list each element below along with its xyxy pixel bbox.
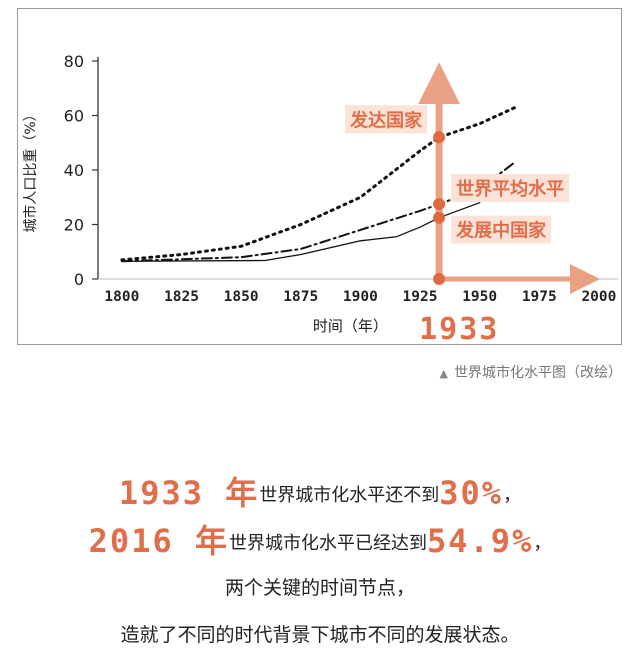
summary-line-2: 2016 年世界城市化水平已经达到54.9%，	[0, 516, 640, 562]
x-tick-label: 2000	[581, 289, 616, 305]
tag-developed: 发达国家	[349, 109, 423, 131]
y-tick-label: 0	[74, 270, 84, 289]
tag-world-average: 世界平均水平	[456, 178, 564, 200]
x-axis-title: 时间（年）	[313, 317, 388, 335]
summary-end-2: ，	[533, 533, 552, 554]
tag-developing-bg	[451, 215, 552, 244]
urbanization-chart: 0 20 40 60 80 1800 1825 1850 1875 1900 1925 1950 197…	[22, 52, 618, 346]
series-line	[120, 105, 517, 262]
caption-text: 世界城市化水平图（改绘）	[454, 365, 622, 381]
x-tick-label: 1825	[164, 289, 199, 305]
tag-developed-bg	[345, 105, 428, 134]
summary-text-2: 世界城市化水平已经达到	[229, 533, 427, 554]
y-tick-label: 60	[64, 107, 84, 126]
triangle-up-icon: ▲	[439, 367, 448, 380]
y-axis-title: 城市人口比重（%）	[22, 107, 39, 232]
summary-value-30: 30%	[439, 474, 504, 512]
summary-line-4: 造就了不同的时代背景下城市不同的发展状态。	[120, 624, 520, 646]
y-tick-label: 20	[64, 216, 84, 235]
summary-end-1: ，	[503, 485, 522, 506]
y-tick-label: 40	[64, 161, 84, 180]
summary-line-3: 两个关键的时间节点，	[224, 577, 415, 599]
highlight-point	[433, 131, 446, 144]
x-tick-label: 1975	[522, 289, 557, 305]
summary-year-1933: 1933 年	[118, 474, 260, 512]
x-tick-label: 1875	[283, 289, 318, 305]
chart-caption: ▲ 世界城市化水平图（改绘）	[440, 362, 622, 382]
highlight-year-label: 1933	[419, 312, 499, 346]
chart-frame: 0 20 40 60 80 1800 1825 1850 1875 1900 1925 1950 197…	[17, 8, 622, 346]
x-tick-label: 1950	[462, 289, 497, 305]
summary-value-549: 54.9%	[427, 522, 534, 560]
summary-text-1: 世界城市化水平还不到	[259, 485, 440, 506]
x-tick-label: 1850	[224, 289, 259, 305]
summary-line-1: 1933 年世界城市化水平还不到30%，	[0, 468, 640, 514]
tag-world-average-bg	[451, 174, 570, 203]
highlight-point	[433, 198, 446, 211]
x-tick-label: 1925	[403, 289, 438, 305]
x-tick-label: 1900	[343, 289, 378, 305]
x-tick-label: 1800	[104, 289, 139, 305]
series-line	[121, 202, 481, 262]
highlight-point	[433, 273, 446, 285]
highlight-point	[433, 211, 446, 224]
summary-year-2016: 2016 年	[88, 522, 229, 560]
tag-developing: 发展中国家	[455, 220, 547, 242]
y-tick-label: 80	[64, 52, 84, 71]
